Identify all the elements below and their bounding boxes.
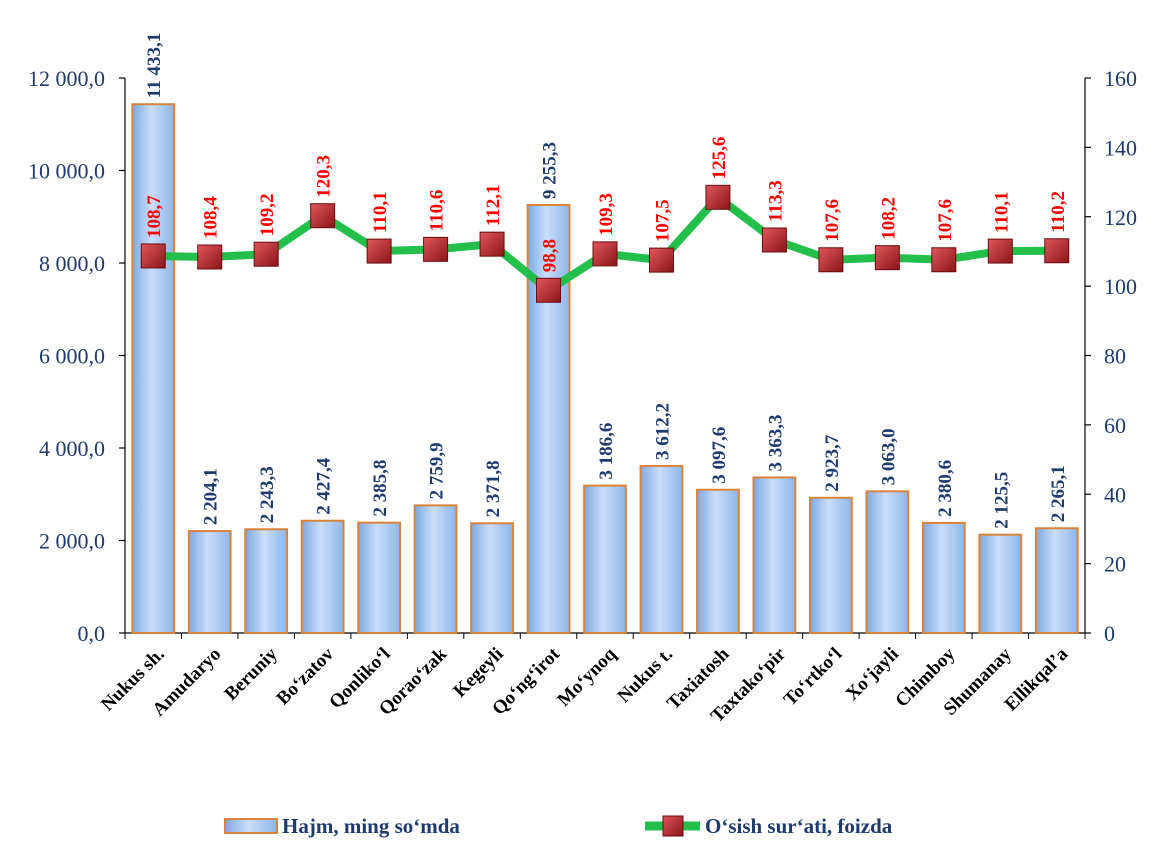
right-tick-label: 100 <box>1104 274 1137 299</box>
bar <box>1034 527 1079 635</box>
data-labels: 11 433,1 2 204,1 2 243,3 2 427,4 2 385,8 2 75… <box>144 33 1069 529</box>
bar-value-label: 3 363,3 <box>765 414 786 471</box>
bar-value-label: 2 243,3 <box>257 466 278 523</box>
legend: Hajm, ming so‘mda O‘sish sur‘ati, foizda <box>224 814 893 838</box>
bar <box>583 484 627 634</box>
line-marker <box>761 227 787 253</box>
line-marker <box>423 236 449 262</box>
line-series <box>140 184 1070 303</box>
line-value-label: 110,2 <box>1048 191 1069 233</box>
bar-value-label: 2 427,4 <box>314 457 335 515</box>
line-value-label: 98,8 <box>540 239 561 272</box>
right-tick-label: 140 <box>1104 135 1137 160</box>
legend-label-bar: Hajm, ming so‘mda <box>282 814 460 838</box>
bar-value-label: 3 097,6 <box>709 427 730 484</box>
line-marker <box>479 231 505 257</box>
line-value-label: 108,7 <box>144 195 165 238</box>
legend-label-line: O‘sish sur‘ati, foizda <box>705 814 893 838</box>
left-tick-label: 6 000,0 <box>39 344 105 369</box>
line-marker <box>987 238 1013 264</box>
line-value-label: 107,5 <box>652 199 673 242</box>
line-marker <box>648 247 674 273</box>
line-marker <box>140 243 166 269</box>
line-value-label: 107,6 <box>935 199 956 242</box>
bar <box>921 521 966 635</box>
bar <box>808 496 853 634</box>
bar <box>978 533 1023 634</box>
line-value-label: 112,1 <box>483 184 504 226</box>
left-tick-label: 12 000,0 <box>28 66 105 91</box>
bar <box>470 522 514 635</box>
bar <box>413 504 458 634</box>
line-value-label: 108,2 <box>878 197 899 240</box>
line-marker <box>818 247 844 273</box>
category-label: Mo‘ynoq <box>553 643 620 710</box>
bar <box>752 476 797 635</box>
line-marker <box>1044 238 1070 264</box>
line-value-label: 110,1 <box>370 191 391 233</box>
bar-value-label: 2 385,8 <box>370 460 391 517</box>
line-marker <box>253 241 279 267</box>
line-value-label: 109,2 <box>257 193 278 236</box>
category-label: To‘rtko‘l <box>780 644 847 711</box>
legend-marker <box>662 815 684 837</box>
bar-value-label: 2 759,9 <box>427 442 448 499</box>
line-marker <box>874 245 900 271</box>
bar <box>131 103 176 635</box>
bar <box>357 521 402 634</box>
bar-value-label: 11 433,1 <box>144 33 165 98</box>
bar <box>300 519 345 634</box>
bar <box>639 464 684 635</box>
line-marker <box>536 277 562 303</box>
bar <box>865 490 910 634</box>
right-tick-label: 80 <box>1104 344 1126 369</box>
right-tick-label: 0 <box>1104 621 1115 646</box>
bar-series <box>131 103 1079 635</box>
left-tick-label: 0,0 <box>78 621 106 646</box>
line-value-label: 108,4 <box>201 196 222 239</box>
left-tick-label: 4 000,0 <box>39 436 105 461</box>
bar <box>187 530 232 634</box>
bar-value-label: 3 063,0 <box>878 428 899 485</box>
category-label: Ellikqal’a <box>1001 643 1073 715</box>
left-tick-label: 8 000,0 <box>39 251 105 276</box>
bar <box>244 528 289 634</box>
line-value-label: 110,1 <box>991 191 1012 233</box>
bar-value-label: 9 255,3 <box>540 142 561 199</box>
line-value-label: 113,3 <box>765 180 786 222</box>
right-tick-label: 160 <box>1104 66 1137 91</box>
bar-value-label: 2 125,5 <box>991 472 1012 529</box>
right-tick-label: 20 <box>1104 552 1126 577</box>
line-value-label: 120,3 <box>314 155 335 198</box>
line-value-label: 125,6 <box>709 137 730 180</box>
bar-value-label: 3 612,2 <box>652 403 673 460</box>
line-marker <box>366 238 392 264</box>
line-marker <box>197 244 223 270</box>
right-tick-label: 60 <box>1104 413 1126 438</box>
right-tick-label: 40 <box>1104 482 1126 507</box>
bar-value-label: 2 923,7 <box>822 434 843 492</box>
line-value-label: 109,3 <box>596 193 617 236</box>
bar-value-label: 2 371,8 <box>483 460 504 517</box>
bar-value-label: 2 380,6 <box>935 460 956 517</box>
line-value-label: 110,6 <box>427 190 448 232</box>
line-value-label: 107,6 <box>822 199 843 242</box>
bar <box>696 488 740 634</box>
line-marker <box>931 247 957 273</box>
line-marker <box>592 241 618 267</box>
bar-value-label: 2 265,1 <box>1048 465 1069 522</box>
bar-value-label: 2 204,1 <box>201 468 222 525</box>
legend-swatch-bar <box>224 818 278 834</box>
line-marker <box>310 203 336 229</box>
line-marker <box>705 184 731 210</box>
left-tick-label: 10 000,0 <box>28 159 105 184</box>
left-tick-label: 2 000,0 <box>39 529 105 554</box>
bar-value-label: 3 186,6 <box>596 423 617 480</box>
right-tick-label: 120 <box>1104 205 1137 230</box>
